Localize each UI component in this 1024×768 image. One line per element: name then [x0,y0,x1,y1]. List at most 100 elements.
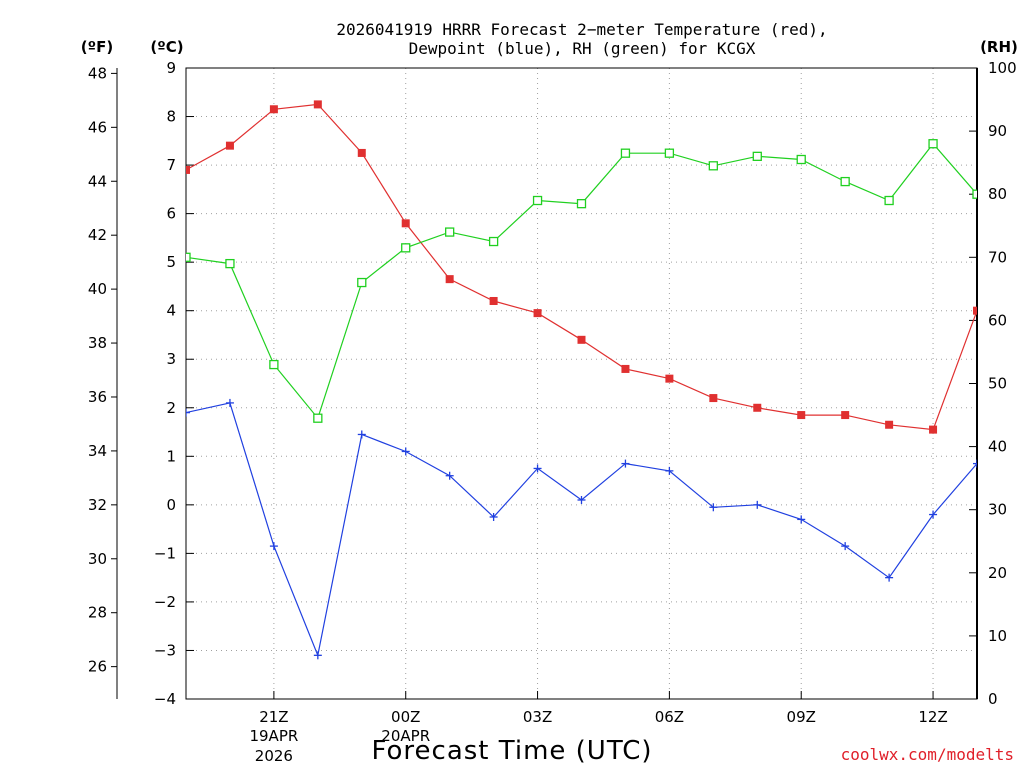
dewpoint-point [973,459,977,468]
rh-point [357,277,367,288]
celsius-axis-label: (ºC) [150,38,183,56]
rh-point [401,243,411,253]
dewpoint-line [186,402,977,658]
fahrenheit-tick-label: 44 [88,172,107,190]
dewpoint-point [269,542,278,551]
celsius-tick-label: 4 [166,302,176,320]
fahrenheit-tick-label: 28 [88,604,107,622]
y-tick-labels: 9876543210−1−2−3−44846444240383634323028… [88,59,1017,708]
rh-point [928,139,938,149]
rh-line [186,142,977,420]
temperature-point [973,306,977,315]
temperature-point [929,425,938,434]
fahrenheit-tick-label: 32 [88,496,107,514]
celsius-tick-label: −1 [154,544,176,562]
temperature-point [269,105,278,114]
dewpoint-point [445,471,454,480]
temperature-point [797,411,806,420]
credit-text: coolwx.com/modelts [841,745,1014,764]
series-layer [186,100,977,660]
fahrenheit-axis-label: (ºF) [81,38,113,56]
dewpoint-point [753,500,762,509]
dewpoint-point [313,651,322,660]
celsius-tick-label: 5 [166,253,176,271]
temperature-point [577,335,586,344]
fahrenheit-tick-label: 38 [88,334,107,352]
rh-point [576,199,587,209]
dewpoint-point [841,542,850,551]
x-tick-label: 12Z [918,708,947,726]
rh-point [313,413,323,423]
x-tick-date-label: 19APR [249,727,298,745]
dewpoint-point [225,398,234,407]
temperature-point [753,403,762,412]
rh-point [445,227,455,237]
rh-point [620,148,631,158]
temperature-point [445,275,454,284]
rh-point [884,195,894,206]
x-tick-label: 03Z [523,708,552,726]
temperature-line [186,103,977,431]
temperature-point [401,219,410,228]
rh-point [225,258,235,269]
rh-tick-label: 20 [988,564,1007,582]
rh-point [488,236,499,247]
rh-tick-label: 10 [988,627,1007,645]
rh-tick-label: 80 [988,185,1007,203]
x-tick-date-label: 20APR [381,727,430,745]
rh-point [972,189,977,199]
x-tick-label: 06Z [655,708,684,726]
rh-tick-label: 70 [988,248,1007,266]
rh-axis-label: (RH) [980,38,1018,56]
rh-tick-label: 60 [988,311,1007,329]
temperature-point [186,165,190,174]
x-tick-year-label: 2026 [255,747,293,765]
celsius-tick-label: 2 [166,399,176,417]
rh-tick-label: 50 [988,375,1007,393]
rh-tick-label: 30 [988,501,1007,519]
rh-point [840,176,850,187]
temperature-point [621,364,630,373]
chart-title-line1: 2026041919 HRRR Forecast 2−meter Tempera… [336,20,827,39]
dewpoint-point [621,459,630,468]
dewpoint-point [489,512,498,521]
series-group [186,100,977,660]
celsius-tick-label: 1 [166,447,176,465]
celsius-tick-label: −2 [154,593,176,611]
rh-tick-label: 100 [988,59,1017,77]
fahrenheit-tick-label: 26 [88,658,107,676]
x-tick-label: 09Z [787,708,816,726]
dewpoint-point [709,503,718,512]
rh-point [708,161,718,171]
temperature-point [709,394,718,403]
x-tick-label: 21Z [259,708,288,726]
chart-title-line2: Dewpoint (blue), RH (green) for KCGX [409,39,756,58]
celsius-tick-label: −4 [154,690,176,708]
celsius-tick-label: 0 [166,496,176,514]
dewpoint-point [929,510,938,519]
temperature-point [489,296,498,305]
fahrenheit-tick-label: 40 [88,280,107,298]
temperature-point [313,100,322,109]
celsius-tick-label: 3 [166,350,176,368]
fahrenheit-tick-label: 30 [88,550,107,568]
grid-layer [186,68,977,699]
celsius-tick-label: 7 [166,156,176,174]
celsius-tick-label: 6 [166,205,176,223]
dewpoint-point [797,515,806,524]
plot-frame [185,67,978,700]
celsius-tick-label: 8 [166,108,176,126]
fahrenheit-tick-label: 34 [88,442,107,460]
temperature-point [885,420,894,429]
temperature-point [841,411,850,420]
rh-tick-label: 40 [988,438,1007,456]
rh-point [664,148,675,158]
fahrenheit-tick-label: 48 [88,64,107,82]
temperature-point [533,309,542,318]
fahrenheit-tick-label: 36 [88,388,107,406]
rh-point [186,252,191,262]
rh-point [532,195,543,206]
rh-tick-label: 0 [988,690,998,708]
